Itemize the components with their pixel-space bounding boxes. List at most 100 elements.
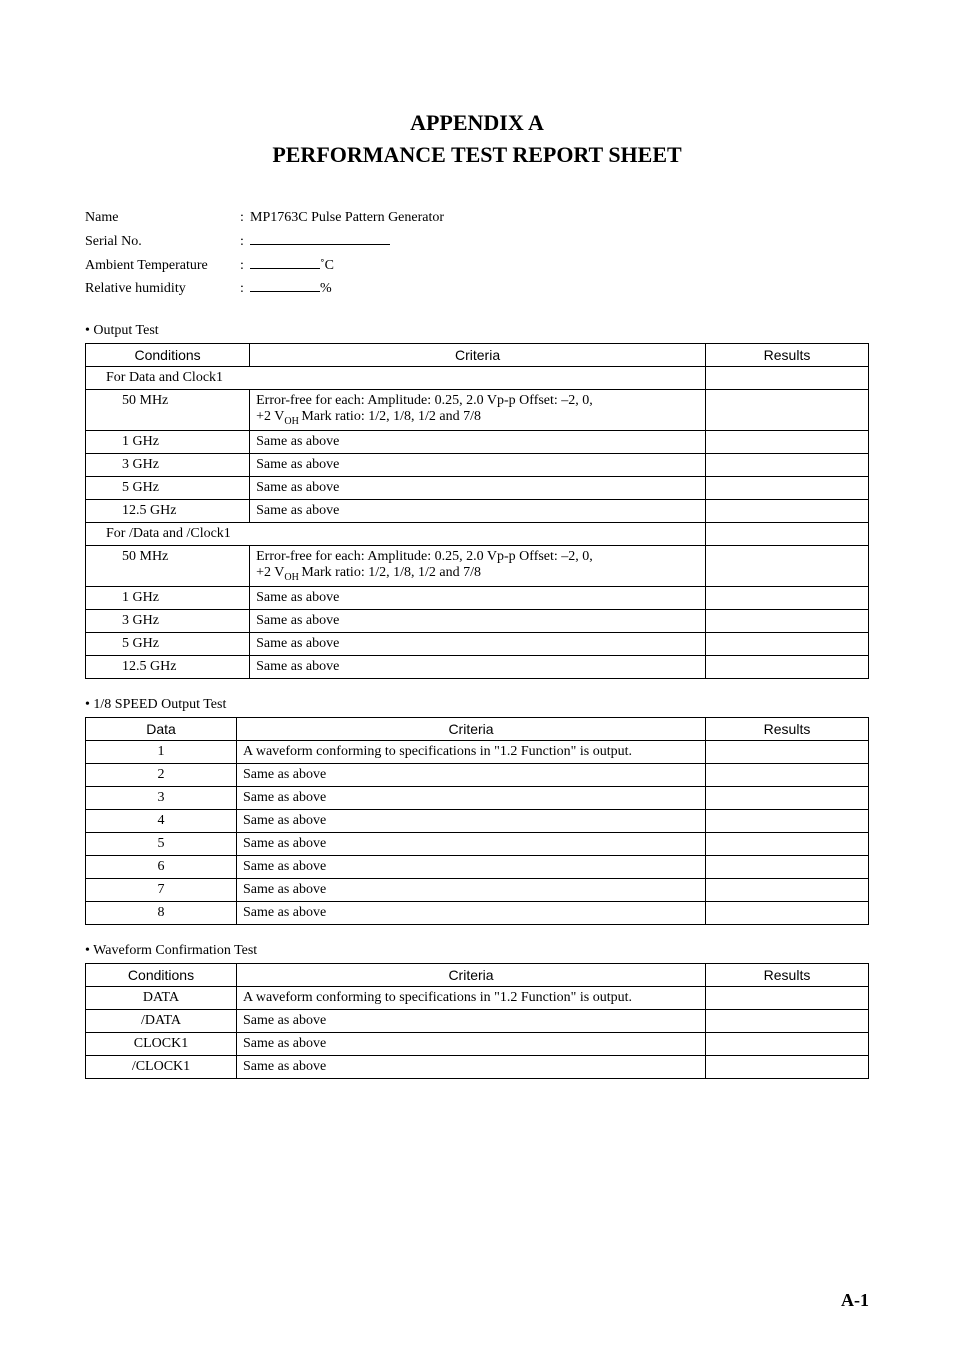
indent-cell — [86, 655, 117, 678]
underline — [250, 230, 390, 245]
table-row: 12.5 GHz Same as above — [86, 655, 869, 678]
underline — [250, 254, 320, 269]
group2-label: For /Data and /Clock1 — [86, 522, 706, 545]
cond-cell: 5 GHz — [116, 476, 250, 499]
results-cell — [706, 453, 869, 476]
table-row: 3 Same as above — [86, 786, 869, 809]
header-conditions: Conditions — [86, 963, 237, 986]
cond-cell: 50 MHz — [116, 390, 250, 431]
section3-heading: • Waveform Confirmation Test — [85, 943, 869, 959]
results-cell — [706, 878, 869, 901]
section1-heading: • Output Test — [85, 323, 869, 339]
table-row: 5 GHz Same as above — [86, 476, 869, 499]
cond-cell: 12.5 GHz — [116, 655, 250, 678]
table-row: 3 GHz Same as above — [86, 453, 869, 476]
criteria-cell: Same as above — [250, 609, 706, 632]
meta-value-serial — [250, 230, 390, 254]
criteria-cell: Same as above — [237, 832, 706, 855]
results-cell — [706, 586, 869, 609]
criteria-cell: Same as above — [250, 586, 706, 609]
header-results: Results — [706, 717, 869, 740]
results-cell — [706, 1032, 869, 1055]
results-cell — [706, 632, 869, 655]
indent-cell — [86, 545, 117, 586]
results-cell — [706, 430, 869, 453]
underline — [250, 277, 320, 292]
header-criteria: Criteria — [250, 344, 706, 367]
cond-cell: 12.5 GHz — [116, 499, 250, 522]
results-cell — [706, 986, 869, 1009]
table-row: 1 GHz Same as above — [86, 430, 869, 453]
criteria-cell: Error-free for each: Amplitude: 0.25, 2.… — [250, 545, 706, 586]
header-results: Results — [706, 344, 869, 367]
cond-cell: 3 GHz — [116, 609, 250, 632]
criteria-cell: Same as above — [250, 632, 706, 655]
humidity-unit: % — [320, 281, 332, 296]
cond-cell: /DATA — [86, 1009, 237, 1032]
table-row: CLOCK1 Same as above — [86, 1032, 869, 1055]
meta-row-ambient: Ambient Temperature : ˚C — [85, 254, 869, 278]
meta-label-humidity: Relative humidity — [85, 277, 240, 301]
criteria-cell: A waveform conforming to specifications … — [237, 740, 706, 763]
results-cell — [706, 655, 869, 678]
data-cell: 5 — [86, 832, 237, 855]
table-header-row: Conditions Criteria Results — [86, 344, 869, 367]
criteria-cell: Same as above — [237, 878, 706, 901]
output-test-table: Conditions Criteria Results For Data and… — [85, 343, 869, 679]
criteria-cell: Same as above — [250, 655, 706, 678]
meta-row-name: Name : MP1763C Pulse Pattern Generator — [85, 206, 869, 230]
results-cell — [706, 809, 869, 832]
criteria-cell: Same as above — [237, 786, 706, 809]
criteria-cell: Same as above — [237, 1055, 706, 1078]
table-row: 8 Same as above — [86, 901, 869, 924]
data-cell: 8 — [86, 901, 237, 924]
crit-sub: OH — [284, 416, 301, 427]
table-row: 5 Same as above — [86, 832, 869, 855]
crit-line2a: +2 V — [256, 565, 284, 580]
crit-line2c: Mark ratio: 1/2, 1/8, 1/2 and 7/8 — [301, 565, 481, 580]
table-row: 1 A waveform conforming to specification… — [86, 740, 869, 763]
meta-value-name: MP1763C Pulse Pattern Generator — [250, 206, 444, 230]
meta-colon: : — [240, 277, 250, 301]
indent-cell — [86, 390, 117, 431]
header-data: Data — [86, 717, 237, 740]
table-row: 1 GHz Same as above — [86, 586, 869, 609]
table-row: 7 Same as above — [86, 878, 869, 901]
table-row: 3 GHz Same as above — [86, 609, 869, 632]
indent-cell — [86, 632, 117, 655]
crit-line2a: +2 V — [256, 409, 284, 424]
results-cell — [706, 763, 869, 786]
cond-cell: 1 GHz — [116, 586, 250, 609]
data-cell: 6 — [86, 855, 237, 878]
results-cell — [706, 786, 869, 809]
group2-header-row: For /Data and /Clock1 — [86, 522, 869, 545]
data-cell: 2 — [86, 763, 237, 786]
results-cell — [706, 832, 869, 855]
group1-header-row: For Data and Clock1 — [86, 367, 869, 390]
header-criteria: Criteria — [237, 717, 706, 740]
indent-cell — [86, 499, 117, 522]
group1-label: For Data and Clock1 — [86, 367, 706, 390]
title-line-1: APPENDIX A — [85, 110, 869, 136]
crit-line2c: Mark ratio: 1/2, 1/8, 1/2 and 7/8 — [301, 409, 481, 424]
cond-cell: 5 GHz — [116, 632, 250, 655]
meta-colon: : — [240, 230, 250, 254]
results-cell — [706, 522, 869, 545]
crit-sub: OH — [284, 572, 301, 583]
cond-cell: DATA — [86, 986, 237, 1009]
results-cell — [706, 499, 869, 522]
header-results: Results — [706, 963, 869, 986]
meta-colon: : — [240, 206, 250, 230]
cond-cell: 3 GHz — [116, 453, 250, 476]
cond-cell: 1 GHz — [116, 430, 250, 453]
criteria-cell: A waveform conforming to specifications … — [237, 986, 706, 1009]
results-cell — [706, 740, 869, 763]
section2-heading: • 1/8 SPEED Output Test — [85, 697, 869, 713]
meta-value-ambient: ˚C — [250, 254, 334, 278]
header-conditions: Conditions — [86, 344, 250, 367]
criteria-cell: Same as above — [237, 855, 706, 878]
page-number: A-1 — [841, 1290, 869, 1311]
criteria-cell: Error-free for each: Amplitude: 0.25, 2.… — [250, 390, 706, 431]
indent-cell — [86, 430, 117, 453]
table-row: 50 MHz Error-free for each: Amplitude: 0… — [86, 545, 869, 586]
